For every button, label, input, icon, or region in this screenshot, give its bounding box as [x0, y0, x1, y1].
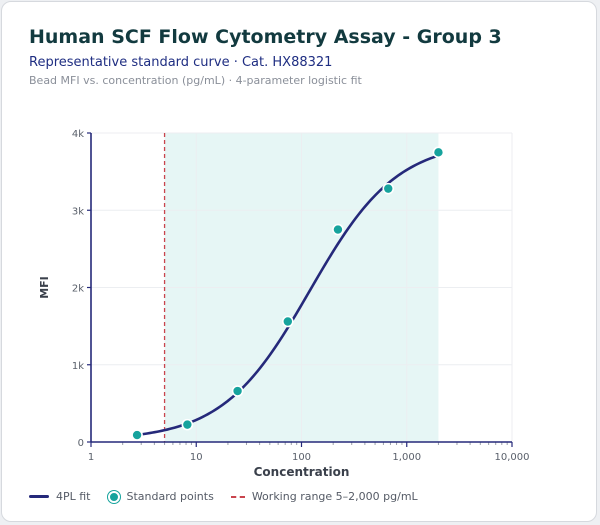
legend-points-label: Standard points [126, 490, 214, 503]
y-tick-label: 0 [78, 438, 84, 449]
x-tick-label: 10 [190, 452, 203, 463]
x-tick-label: 10,000 [495, 452, 530, 463]
y-axis-title: MFI [38, 276, 51, 299]
chart-legend: 4PL fit Standard points Working range 5–… [29, 490, 435, 503]
legend-range-swatch [230, 495, 245, 498]
y-tick-label: 4k [72, 129, 84, 140]
standard-point [332, 223, 344, 236]
y-tick-label: 3k [72, 206, 84, 217]
y-tick-label: 1k [72, 361, 84, 372]
x-axis-title: Concentration [254, 465, 350, 479]
legend-item-range[interactable]: Working range 5–2,000 pg/mL [230, 490, 418, 503]
legend-item-fit[interactable]: 4PL fit [29, 490, 91, 503]
y-tick-label: 2k [72, 284, 84, 295]
legend-range-label: Working range 5–2,000 pg/mL [251, 490, 418, 503]
legend-item-points[interactable]: Standard points [107, 490, 214, 503]
standard-point [432, 146, 445, 159]
chart-subtitle: Representative standard curve · Cat. HX8… [29, 55, 333, 70]
legend-points-swatch [107, 490, 120, 503]
standard-point [281, 315, 294, 328]
standard-point [382, 182, 395, 195]
x-tick-label: 1,000 [392, 452, 421, 463]
chart-caption: Bead MFI vs. concentration (pg/mL) · 4-p… [29, 74, 362, 87]
legend-fit-swatch [29, 495, 49, 498]
legend-fit-label: 4PL fit [56, 490, 91, 503]
chart-title: Human SCF Flow Cytometry Assay - Group 3 [29, 26, 502, 48]
x-tick-label: 1 [88, 452, 94, 463]
standard-point [131, 429, 143, 441]
x-tick-label: 100 [292, 452, 311, 463]
standard-point [231, 385, 244, 397]
standard-curve-chart: 0 1k 2k 3k 4k 1 10 100 1,000 10,000 Concentration M… [38, 129, 530, 479]
standard-point [181, 418, 194, 431]
